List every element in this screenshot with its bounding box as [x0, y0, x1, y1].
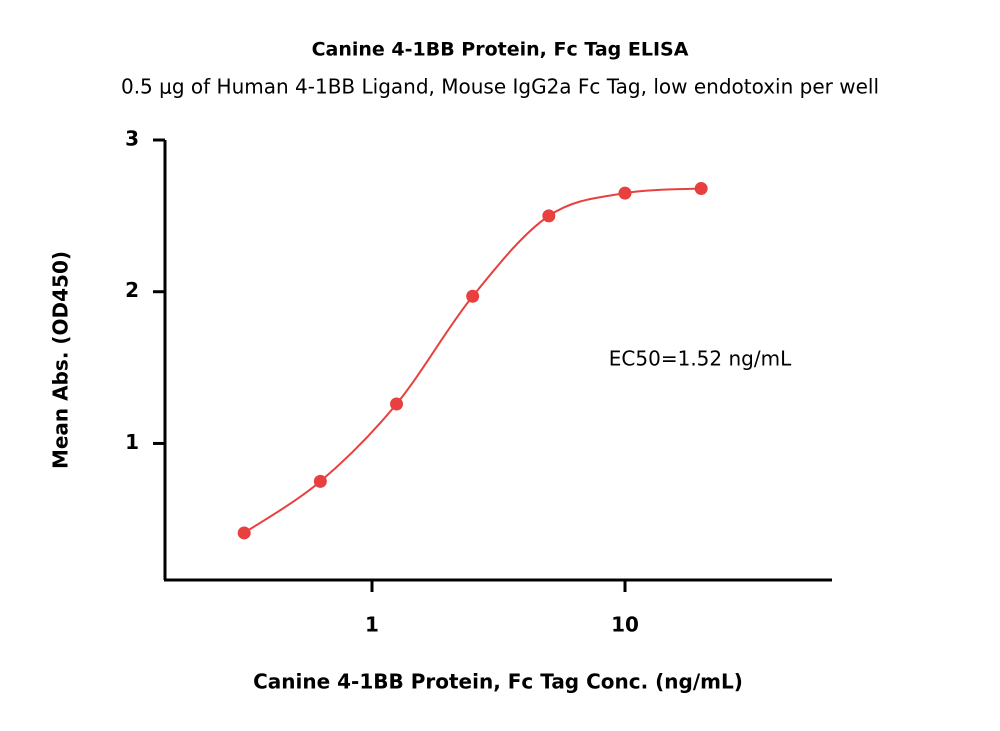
y-tick-label: 1 — [125, 430, 139, 454]
y-tick-label: 3 — [125, 127, 139, 151]
y-axis-label: Mean Abs. (OD450) — [49, 251, 73, 469]
x-axis-label: Canine 4-1BB Protein, Fc Tag Conc. (ng/m… — [253, 670, 743, 694]
chart-title: Canine 4-1BB Protein, Fc Tag ELISA — [312, 39, 689, 61]
chart-subtitle: 0.5 μg of Human 4-1BB Ligand, Mouse IgG2… — [121, 75, 879, 99]
data-point — [237, 526, 251, 540]
data-point — [694, 182, 708, 196]
x-tick-label: 1 — [365, 613, 379, 637]
data-point — [390, 397, 404, 411]
x-tick-label: 10 — [611, 613, 639, 637]
annotation: EC50=1.52 ng/mL — [609, 347, 792, 371]
data-point — [542, 209, 556, 223]
data-point — [466, 289, 480, 303]
y-tick-label: 2 — [125, 278, 139, 302]
data-point — [313, 474, 327, 488]
data-point — [618, 186, 632, 200]
